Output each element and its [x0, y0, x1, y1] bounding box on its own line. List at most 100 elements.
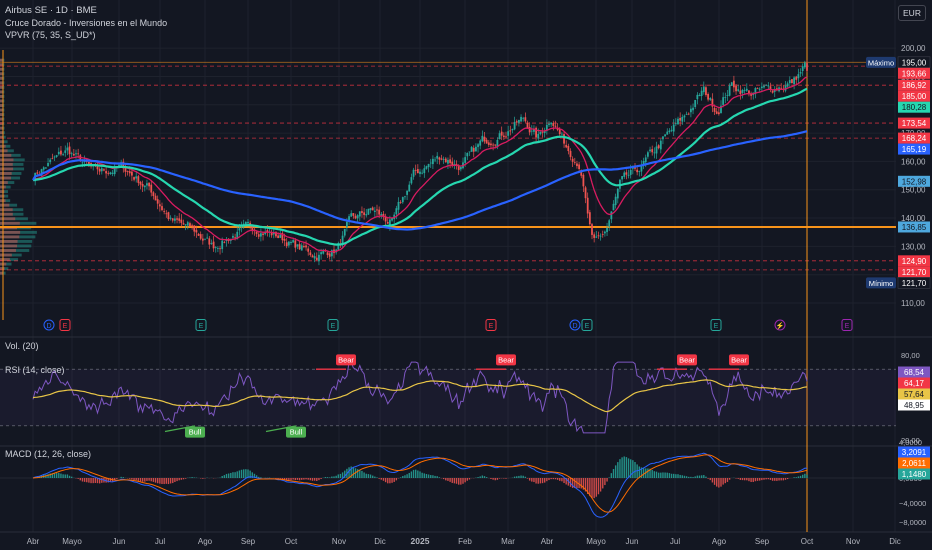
price-label-text-2: 186,92 [902, 81, 927, 90]
indicator-legend-macd[interactable]: MACD (12, 26, close) [5, 449, 92, 459]
candle-body [705, 87, 707, 96]
time-tick-label: Jun [113, 537, 126, 546]
candle-body [148, 182, 150, 187]
vpvr-down-bar [0, 217, 16, 221]
price-axis[interactable]: 110,00120,00130,00140,00150,00160,00170,… [866, 44, 931, 527]
candle-body [399, 202, 402, 203]
candle-body [305, 245, 307, 248]
candle-body [292, 240, 295, 243]
vpvr-down-bar [0, 221, 20, 225]
vpvr-up-bar [0, 203, 18, 207]
candle-body [586, 197, 589, 214]
time-tick-label: Jun [626, 537, 639, 546]
candle-body [330, 250, 333, 257]
candle-body [341, 235, 344, 244]
candle-body [733, 80, 735, 88]
candle-body [711, 98, 714, 107]
candle-body [169, 217, 172, 219]
price-label-text-1: 193,66 [902, 69, 927, 78]
event-markers[interactable]: D E E E E D E E ⚡ E [43, 319, 853, 331]
indicator-legend-rsi[interactable]: RSI (14, close) [5, 365, 65, 375]
vpvr-up-bar [0, 122, 5, 126]
event-marker-4 [485, 319, 497, 331]
candle-body [698, 94, 701, 97]
candle-body [367, 208, 370, 215]
symbol-title[interactable]: Airbus SE · 1D · BME [5, 5, 97, 16]
candle-body [763, 85, 765, 88]
candle-body [717, 112, 720, 115]
candle-body [348, 216, 350, 221]
candle-body [414, 170, 417, 171]
event-marker-letter: E [199, 323, 204, 330]
candle-body [264, 231, 267, 235]
candle-body [425, 166, 428, 169]
candle-body [756, 88, 759, 90]
time-tick-label: Nov [332, 537, 346, 546]
event-marker-7 [710, 319, 722, 331]
candle-body [700, 90, 703, 96]
time-tick-label: 2025 [411, 536, 430, 546]
candle-body [165, 213, 168, 215]
indicator-legend-vpvr[interactable]: VPVR (75, 35, S_UD*) [5, 30, 96, 40]
candle-body [294, 240, 297, 248]
candle-body [96, 165, 99, 170]
candle-body [49, 159, 52, 163]
time-axis[interactable]: Abr Mayo Jun Jul Ago Sep Oct Nov Dic 2025 Feb Mar Ab… [27, 536, 901, 546]
candle-body [507, 131, 510, 136]
candle-body [100, 168, 103, 172]
macd-value-bg-1 [898, 457, 930, 469]
candle-body [550, 122, 553, 125]
candle-body [369, 208, 372, 211]
divergence-tag-text: Bear [338, 355, 354, 364]
candle-body [376, 209, 378, 211]
candle-body [513, 122, 516, 130]
time-tick-label: Mayo [586, 537, 606, 546]
candle-body [401, 197, 404, 203]
candle-body [647, 152, 649, 157]
event-marker-6 [581, 319, 593, 331]
vpvr-up-bar [0, 239, 33, 243]
indicator-legend-golden-cross[interactable]: Cruce Dorado - Inversiones en el Mundo [5, 18, 168, 28]
candle-body [644, 157, 647, 163]
vpvr-up-bar [0, 113, 5, 117]
candle-body [186, 222, 189, 226]
vpvr-down-bar [0, 235, 20, 239]
currency-button[interactable]: EUR [898, 5, 926, 21]
time-tick-label: Abr [27, 537, 40, 546]
event-marker-1 [59, 319, 71, 331]
candle-body [307, 248, 310, 252]
candle-body [217, 248, 219, 249]
candle-body [434, 159, 436, 161]
candle-body [380, 214, 383, 217]
divergence-tag-text: Bull [290, 428, 303, 437]
candle-body [440, 158, 443, 160]
candle-body [498, 133, 501, 140]
candle-body [221, 240, 224, 250]
candle-body [485, 139, 488, 144]
vpvr-up-bar [0, 221, 37, 225]
event-marker-letter: E [489, 323, 494, 330]
candle-body [75, 153, 77, 155]
vpvr-up-bar [0, 99, 5, 103]
candle-body [672, 124, 675, 132]
candle-body [419, 171, 421, 174]
event-marker-letter: E [714, 323, 719, 330]
vpvr-up-bar [0, 258, 19, 262]
candle-body [244, 221, 247, 226]
candle-body [255, 231, 258, 234]
vpvr-down-bar [0, 113, 3, 117]
candle-body [167, 212, 170, 220]
candle-body [320, 252, 322, 255]
indicator-legend-volume[interactable]: Vol. (20) [5, 341, 39, 351]
candle-body [803, 62, 806, 68]
candle-body [107, 172, 110, 174]
vpvr-down-bar [0, 126, 3, 130]
candle-body [657, 145, 660, 149]
candle-body [298, 244, 301, 250]
candle-body [668, 130, 671, 132]
candle-body [754, 88, 757, 94]
candle-body [449, 159, 451, 163]
time-tick-label: Feb [458, 537, 472, 546]
vpvr-down-bar [0, 135, 4, 139]
